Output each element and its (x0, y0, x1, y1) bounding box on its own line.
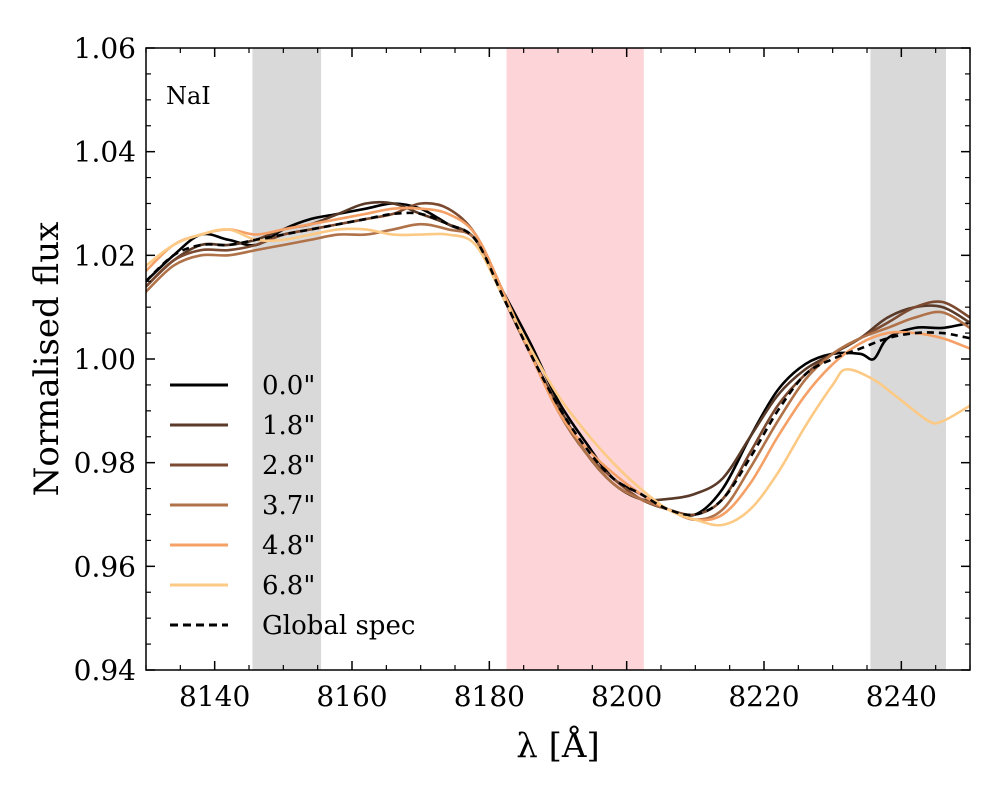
legend: 0.0" 1.8" 2.8" 3.7" 4.8" 6.8" Global spec (170, 371, 415, 641)
y-tick-label: 0.98 (74, 447, 136, 480)
y-tick-label: 1.02 (74, 239, 136, 272)
x-tick-label: 8220 (728, 680, 799, 713)
y-tick-label: 1.04 (74, 136, 136, 169)
legend-label-2: 2.8" (262, 451, 315, 481)
axis-ticks (145, 47, 971, 671)
y-tick-label: 1.06 (74, 32, 136, 65)
shaded-bands (252, 48, 946, 670)
y-tick-label: 0.94 (74, 654, 136, 687)
y-tick-label: 1.00 (74, 343, 136, 376)
series-line-5 (146, 227, 970, 527)
x-tick-label: 8140 (179, 680, 250, 713)
y-axis-label: Normalised flux (27, 222, 67, 497)
legend-label-0: 0.0" (262, 371, 315, 401)
series-line-4 (146, 206, 970, 522)
band-blue-continuum (252, 48, 322, 670)
band-red-continuum (870, 48, 946, 670)
x-tick-label: 8160 (316, 680, 387, 713)
legend-label-1: 1.8" (262, 411, 315, 441)
legend-label-3: 3.7" (262, 491, 315, 521)
legend-label-6: Global spec (262, 611, 415, 641)
annotation-label: NaI (166, 82, 211, 110)
series-lines (146, 200, 970, 527)
legend-label-5: 6.8" (262, 571, 315, 601)
band-feature (506, 48, 644, 670)
y-tick-label: 0.96 (74, 550, 136, 583)
x-tick-label: 8180 (454, 680, 525, 713)
series-line-6 (146, 211, 970, 517)
x-tick-label: 8240 (866, 680, 937, 713)
x-tick-label: 8200 (591, 680, 662, 713)
axis-tick-labels: 8140 8160 8180 8200 8220 8240 0.94 0.96 0.98 1.00… (74, 32, 937, 713)
x-axis-label: λ [Å] (516, 725, 599, 766)
legend-label-4: 4.8" (262, 531, 315, 561)
